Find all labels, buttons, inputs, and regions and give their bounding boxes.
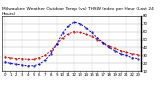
Text: Milwaukee Weather Outdoor Temp (vs) THSW Index per Hour (Last 24 Hours): Milwaukee Weather Outdoor Temp (vs) THSW… — [2, 7, 153, 16]
